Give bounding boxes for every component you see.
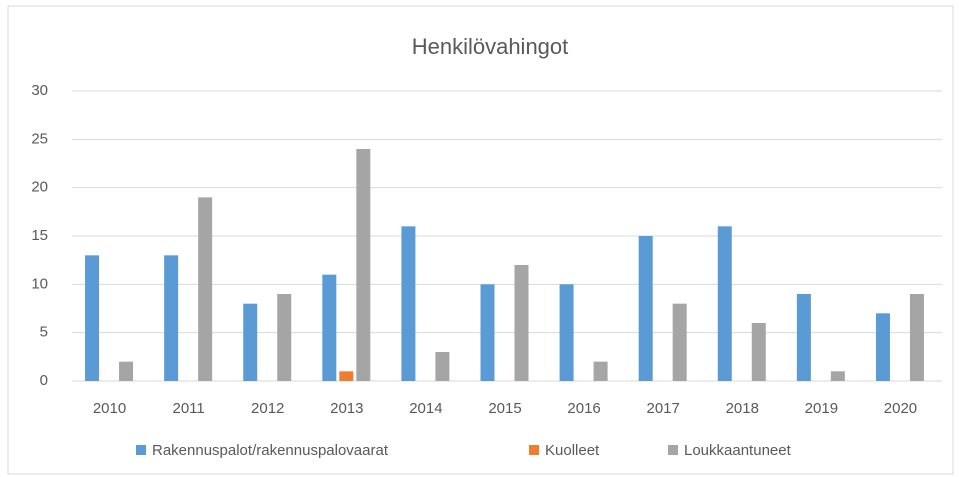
bar (339, 371, 354, 381)
chart-frame (7, 5, 954, 475)
bar (875, 313, 890, 381)
legend-swatch (136, 445, 146, 455)
bar (164, 255, 179, 381)
bar (243, 303, 258, 381)
y-tick-label: 10 (31, 275, 48, 292)
bar (480, 284, 495, 381)
bar (751, 323, 766, 381)
legend-label: Rakennuspalot/rakennuspalovaarat (152, 442, 389, 459)
y-tick-label: 25 (31, 130, 48, 147)
bar (717, 226, 732, 381)
y-tick-label: 20 (31, 179, 48, 196)
x-tick-label: 2010 (93, 400, 126, 417)
bar (85, 255, 100, 381)
bar (198, 197, 213, 381)
y-tick-label: 15 (31, 227, 48, 244)
bar (277, 294, 292, 381)
x-tick-label: 2016 (567, 400, 600, 417)
bar (559, 284, 574, 381)
bar (830, 371, 845, 381)
y-tick-label: 0 (40, 372, 48, 389)
chart-title: Henkilövahingot (412, 34, 569, 59)
bar (672, 303, 687, 381)
x-tick-label: 2012 (251, 400, 284, 417)
y-tick-label: 30 (31, 82, 48, 99)
x-tick-label: 2013 (330, 400, 363, 417)
x-tick-label: 2017 (646, 400, 679, 417)
legend-label: Kuolleet (545, 442, 600, 459)
x-tick-label: 2015 (488, 400, 521, 417)
legend-swatch (668, 445, 678, 455)
legend-label: Loukkaantuneet (684, 442, 792, 459)
bar (322, 274, 337, 381)
bar (119, 361, 134, 381)
bar (638, 236, 653, 381)
x-tick-label: 2014 (409, 400, 442, 417)
bar (356, 149, 371, 381)
x-tick-label: 2018 (726, 400, 759, 417)
x-tick-label: 2019 (805, 400, 838, 417)
legend-swatch (529, 445, 539, 455)
x-tick-label: 2011 (173, 400, 205, 417)
bar (593, 361, 608, 381)
bar (514, 265, 529, 381)
bar (796, 294, 811, 381)
bar (909, 294, 924, 381)
bar (435, 352, 450, 381)
x-tick-label: 2020 (884, 400, 917, 417)
y-tick-label: 5 (40, 324, 48, 341)
bar (401, 226, 416, 381)
